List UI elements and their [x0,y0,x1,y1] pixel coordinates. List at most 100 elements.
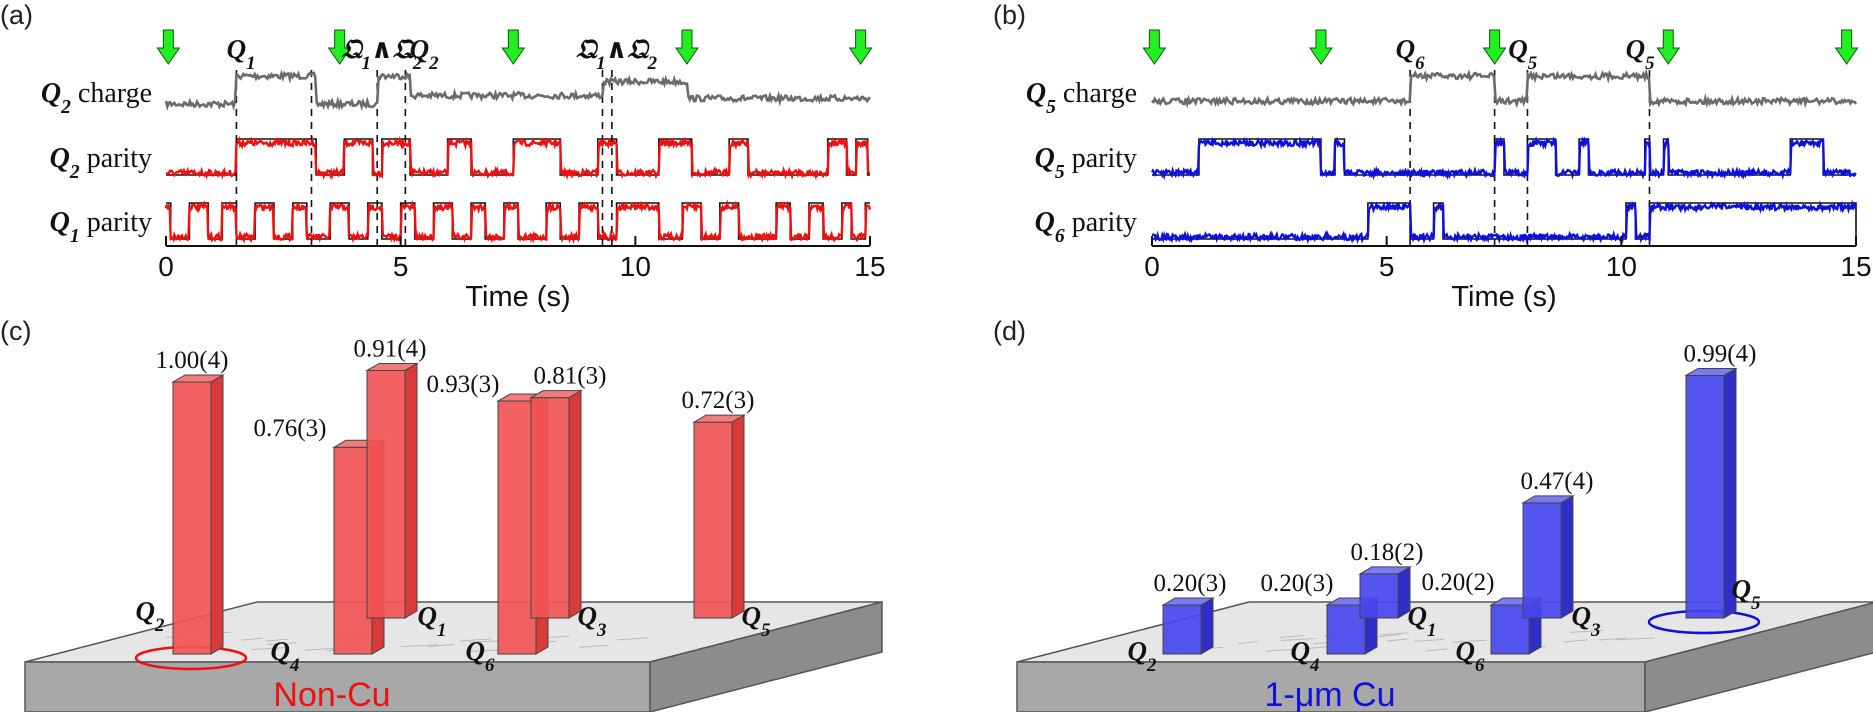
plate-trace-11 [1563,639,1588,643]
bar-top-2 [365,362,419,371]
plate-label: Non-Cu [273,676,390,712]
plate-trace-17 [1452,639,1487,643]
bar-qubit-label-1-q: Q [1291,636,1311,666]
bar-qubit-label-1-sub: 4 [1309,655,1319,676]
row-label-1: Q2 parity [50,143,152,183]
x-tick-label-2: 10 [1606,251,1637,282]
top-label-0: Q6 [1396,34,1426,74]
arrow-3 [675,29,699,65]
bar-qubit-label-1: Q4 [271,636,300,676]
charge-trace [164,69,871,112]
row-label-2-rest: parity [80,207,152,238]
bar-front-1 [333,446,373,655]
arrow-0 [156,29,181,65]
bar-top-0 [1161,597,1215,606]
arrow-4-shape [848,29,873,65]
bar-front-0 [172,381,212,655]
bar-qubit-label-0-sub: 2 [1146,655,1157,676]
bar-top-2 [1358,566,1412,575]
bar-value-label-4: 0.81(3) [534,363,607,390]
bar-front-2 [366,369,406,619]
bar-value-label-4: 0.47(4) [1521,468,1594,495]
parity-trace-0 [1150,135,1857,181]
row-label-2-q: Q [1035,207,1055,238]
bar-value-label-3: 0.93(3) [427,371,500,398]
bar-qubit-label-0-sub: 2 [154,615,165,636]
bar-qubit-label-1: Q4 [1291,636,1320,676]
bar-qubit-label-3-sub: 6 [485,655,495,676]
bar-side-2 [404,362,418,619]
x-tick-label-1: 5 [1379,251,1395,282]
top-label-0-main: Q [227,34,247,64]
bar-qubit-label-2-q: Q [1408,601,1428,631]
top-label-1: Q5 [1508,34,1537,74]
plate-trace-9 [460,638,491,642]
row-label-1-sub: 5 [1055,162,1065,183]
plate-trace-8 [1425,648,1448,652]
plate-side [649,601,883,712]
plate-trace-7 [267,642,297,646]
bar-qubit-label-5: Q5 [1732,574,1761,614]
plate-label: 1-μm Cu [1264,676,1395,712]
plate-trace-19 [1380,632,1409,636]
bar-side-5 [731,414,745,619]
top-label-3: 𝔔1∧𝔔2 [576,34,657,74]
plate-trace-16 [265,638,288,642]
bar-value-label-2: 0.91(4) [354,335,427,362]
charge-trace [1151,68,1858,109]
arrow-1 [1309,29,1333,65]
bar-qubit-label-0-q: Q [1128,636,1148,666]
top-label-0-sub: 1 [246,53,255,74]
bar-value-label-2: 0.18(2) [1351,539,1424,566]
row-label-2: Q6 parity [1035,207,1137,247]
top-label-2-main: Q [410,34,430,64]
arrow-1 [327,29,352,65]
top-label-2-sub: 5 [1645,53,1654,74]
plate-trace-16 [1279,635,1305,639]
bar-qubit-label-2-sub: 1 [1427,620,1436,641]
row-label-0-q: Q [41,78,61,109]
bar-side-4 [568,389,582,619]
bar-front-3 [497,400,537,655]
bar-qubit-label-0: Q2 [136,596,166,636]
plate-trace-14 [241,637,263,641]
panel-letter-d: (d) [993,316,1026,346]
plate-trace-18 [1570,629,1603,633]
row-label-1-rest: parity [80,143,152,174]
bar-front-2 [1359,573,1399,619]
bar-qubit-label-2-q: Q [418,601,438,631]
bar-qubit-label-4-sub: 3 [1590,620,1600,641]
row-label-1-q: Q [50,143,70,174]
arrow-0-shape [1142,29,1167,65]
bar-front-4 [530,397,570,619]
plate-trace-21 [428,643,454,647]
plate-trace-15 [400,644,438,648]
arrow-1-shape [1309,29,1333,65]
row-label-2: Q1 parity [50,207,152,247]
arrow-2-shape [501,29,526,65]
plate-trace-2 [1598,637,1627,641]
plate-trace-3 [1302,646,1328,650]
bar-qubit-label-2: Q1 [1408,601,1437,641]
x-tick-label-1: 5 [393,251,409,282]
row-label-2-q: Q [50,207,70,238]
top-label-3-main2: ∧𝔔 [606,34,651,64]
x-axis-title: Time (s) [465,281,570,313]
bar-value-label-0: 0.20(3) [1154,570,1227,597]
arrow-0 [1142,29,1167,65]
arrow-4 [1834,29,1859,65]
bar-qubit-label-5-sub: 5 [761,620,770,641]
top-label-1-sub: 1 [361,53,370,74]
bar-qubit-label-1-q: Q [271,636,291,666]
row-label-1-q: Q [1035,143,1055,174]
x-tick-label-2: 10 [620,251,651,282]
bar-qubit-label-4: Q3 [578,601,607,641]
row-label-2-sub: 1 [70,226,80,247]
bar-qubit-label-4: Q3 [1572,601,1601,641]
top-label-2-main: Q [1626,34,1646,64]
plate-trace-10 [1237,641,1258,645]
arrow-2 [501,29,526,65]
